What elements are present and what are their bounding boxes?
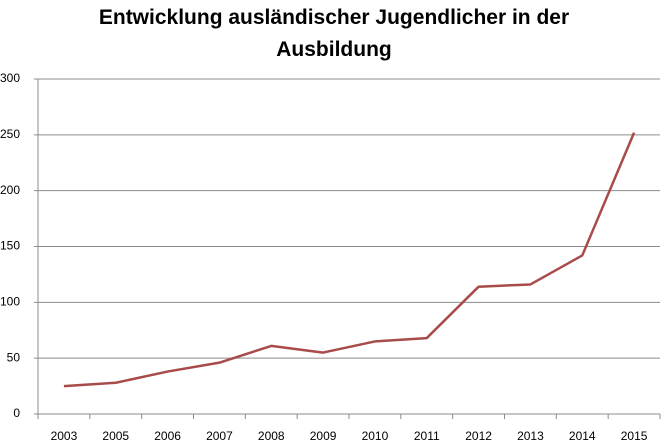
y-tick-label: 100	[0, 295, 20, 309]
x-tick-label: 2011	[414, 429, 440, 443]
y-tick-label: 200	[0, 183, 20, 197]
x-tick-label: 2006	[154, 429, 181, 443]
y-tick-label: 150	[0, 239, 20, 253]
x-tick-label: 2008	[258, 429, 285, 443]
x-tick-label: 2013	[517, 429, 544, 443]
y-tick-label: 0	[13, 406, 20, 420]
y-tick-label: 50	[7, 350, 21, 364]
x-tick-label: 2007	[206, 429, 233, 443]
x-tick-label: 2003	[51, 429, 78, 443]
x-tick-label: 2005	[102, 429, 129, 443]
x-tick-label: 2012	[465, 429, 492, 443]
data-line	[63, 132, 636, 388]
y-tick-label: 300	[0, 71, 20, 85]
x-tick-label: 2015	[621, 429, 648, 443]
x-tick-label: 2014	[569, 429, 596, 443]
chart-title: Entwicklung ausländischer Jugendlicher i…	[98, 6, 570, 61]
y-tick-label: 250	[0, 127, 20, 141]
x-tick-label: 2009	[310, 429, 337, 443]
x-tick-label: 2010	[362, 429, 389, 443]
